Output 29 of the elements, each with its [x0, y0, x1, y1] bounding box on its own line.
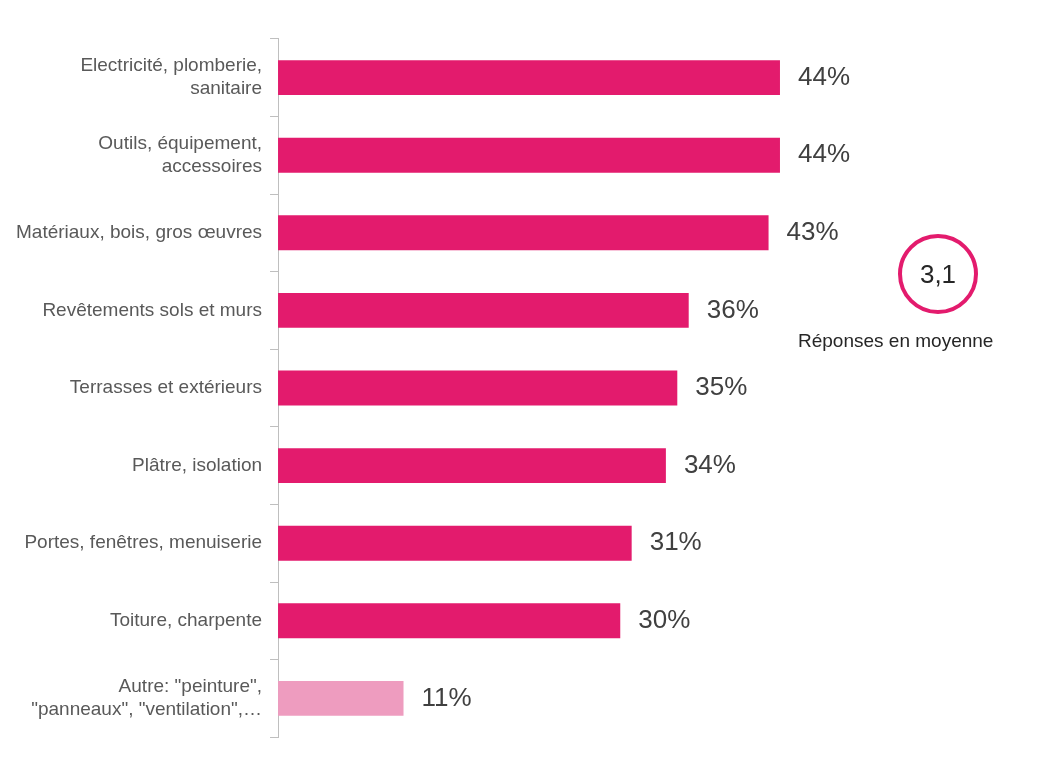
y-tick-label: Plâtre, isolation — [132, 453, 263, 475]
y-tick-label: Terrasses et extérieurs — [69, 376, 263, 398]
data-label: 30% — [638, 603, 691, 634]
bar — [278, 60, 780, 96]
y-tick-label: Outils, équipement, accessoires — [98, 132, 263, 176]
data-label: 34% — [683, 448, 736, 479]
circle-outline: 3,1 — [898, 234, 978, 314]
bar — [278, 292, 689, 328]
y-tick-label: Portes, fenêtres, menuiserie — [24, 531, 263, 553]
bar — [278, 448, 666, 484]
text: Réponses en moyenne — [798, 330, 995, 352]
bar — [278, 603, 621, 639]
bar — [278, 215, 769, 251]
y-tick-label: Toiture, charpente — [109, 609, 263, 631]
data-label: 11% — [421, 681, 472, 712]
data-label: 44% — [797, 138, 851, 169]
bar — [278, 525, 632, 561]
data-label: 35% — [695, 371, 748, 402]
bar — [278, 137, 780, 173]
data-label: 31% — [649, 526, 702, 557]
data-label: 44% — [797, 60, 851, 91]
data-label: 36% — [706, 293, 759, 324]
y-tick-label: Revêtements sols et murs — [42, 298, 263, 320]
bar — [278, 370, 678, 406]
data-label: 43% — [786, 215, 839, 246]
y-tick-label: Autre: "peinture", "panneaux", "ventilation",… — [31, 675, 263, 720]
y-tick-label: Matériaux, bois, gros œuvres — [15, 221, 263, 243]
y-tick-label: Electricité, plomberie, sanitaire — [80, 54, 263, 99]
bar — [278, 680, 404, 716]
